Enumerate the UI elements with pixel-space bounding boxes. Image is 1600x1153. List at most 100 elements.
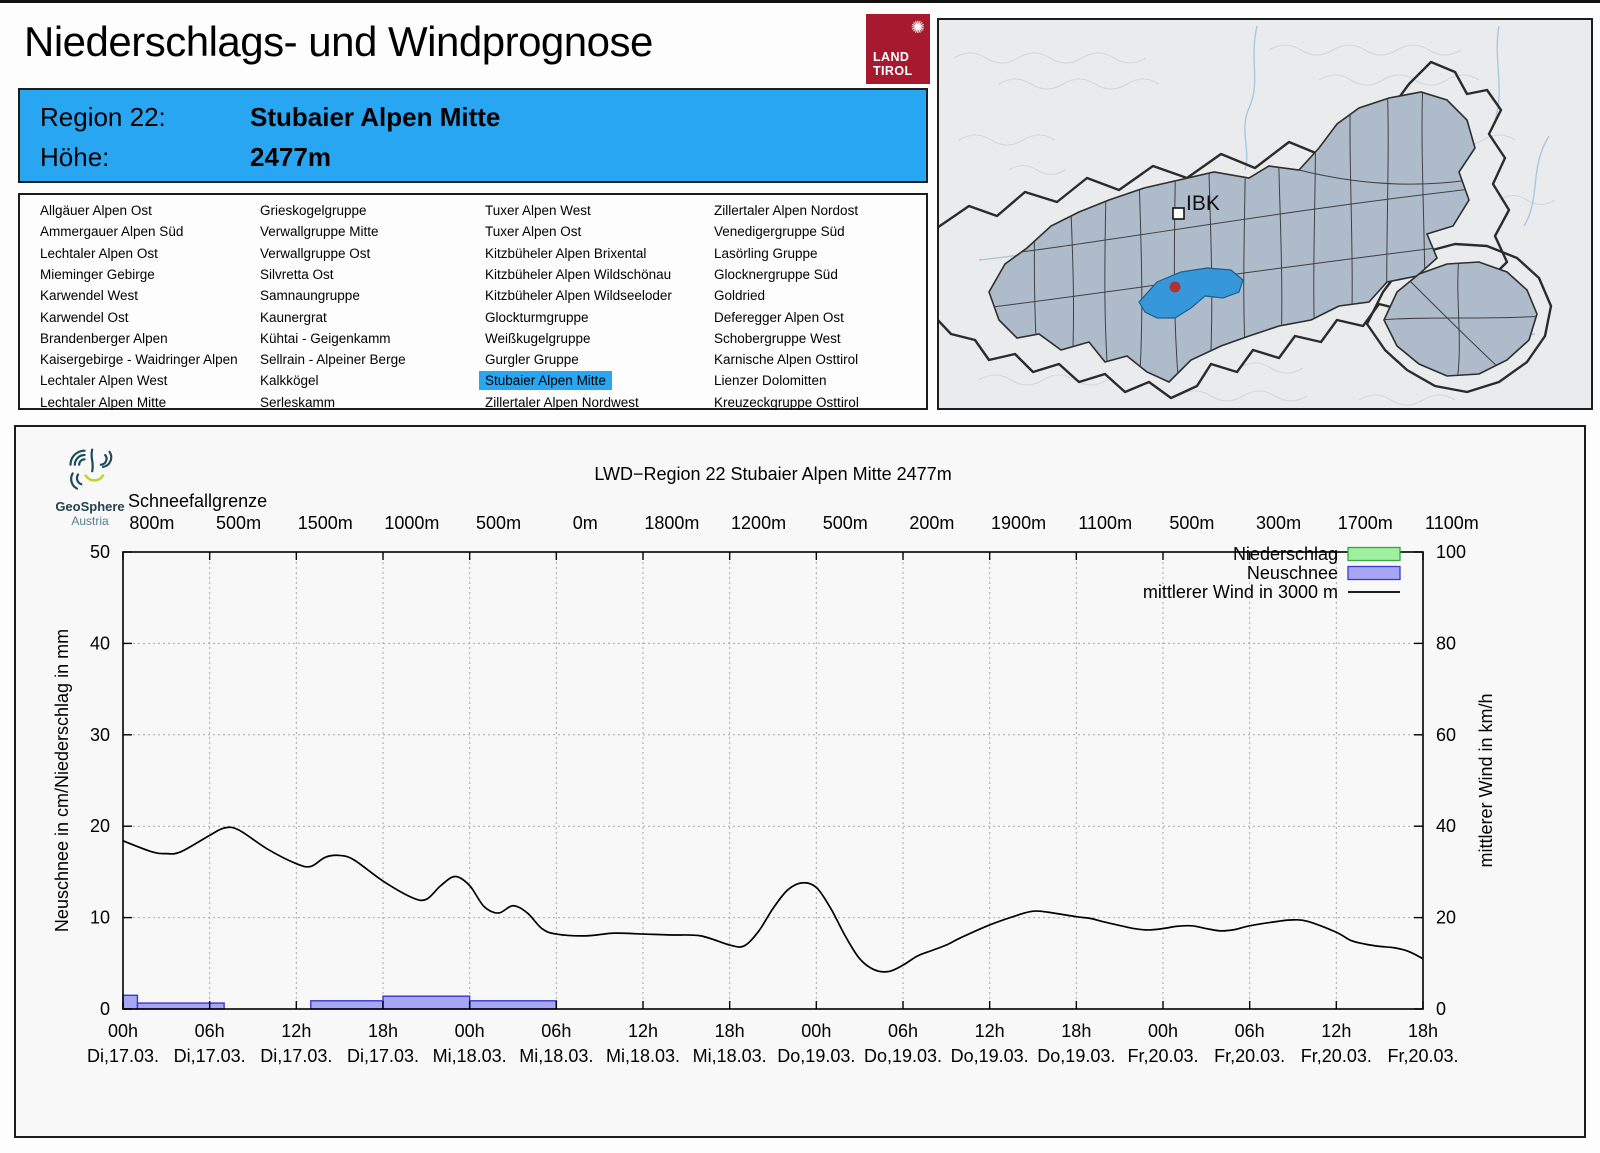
snowline-value: 1000m	[384, 513, 439, 533]
region-option[interactable]: Verwallgruppe Mitte	[260, 224, 379, 240]
x-tick-date: Fr,20.03.	[1301, 1046, 1372, 1066]
x-tick-time: 00h	[455, 1021, 485, 1041]
legend-label: Niederschlag	[1233, 544, 1338, 564]
x-tick-date: Mi,18.03.	[433, 1046, 507, 1066]
region-option[interactable]: Stubaier Alpen Mitte	[479, 371, 612, 391]
region-option[interactable]: Karwendel Ost	[40, 309, 129, 325]
x-tick-time: 18h	[1061, 1021, 1091, 1041]
altitude-value: 2477m	[250, 142, 331, 172]
y-right-tick: 80	[1436, 633, 1456, 653]
ibk-marker	[1172, 207, 1185, 220]
land-tirol-logo: ✺ LAND TIROL	[866, 14, 930, 84]
x-tick-date: Di,17.03.	[87, 1046, 159, 1066]
x-tick-date: Mi,18.03.	[693, 1046, 767, 1066]
region-option[interactable]: Lasörling Gruppe	[714, 245, 818, 261]
region-option[interactable]: Lienzer Dolomitten	[714, 373, 827, 389]
region-option[interactable]: Silvretta Ost	[260, 266, 334, 282]
region-option[interactable]: Mieminger Gebirge	[40, 266, 155, 282]
altitude-label: Höhe:	[40, 142, 110, 172]
x-tick-time: 06h	[1235, 1021, 1265, 1041]
snowline-value: 1700m	[1338, 513, 1393, 533]
region-option[interactable]: Verwallgruppe Ost	[260, 245, 371, 261]
region-option[interactable]: Gurgler Gruppe	[485, 352, 579, 368]
x-tick-date: Di,17.03.	[347, 1046, 419, 1066]
x-tick-date: Fr,20.03.	[1127, 1046, 1198, 1066]
region-option[interactable]: Glocknergruppe Süd	[714, 266, 838, 282]
chart-title: LWD−Region 22 Stubaier Alpen Mitte 2477m	[594, 464, 951, 484]
region-option[interactable]: Tuxer Alpen Ost	[485, 224, 582, 240]
snowline-value: 300m	[1256, 513, 1301, 533]
region-option[interactable]: Lechtaler Alpen Ost	[40, 245, 158, 261]
region-option[interactable]: Kaisergebirge - Waidringer Alpen	[40, 352, 238, 368]
y-left-tick: 30	[90, 725, 110, 745]
x-tick-time: 12h	[628, 1021, 658, 1041]
geosphere-brand: GeoSphere Austria	[42, 443, 138, 528]
region-option[interactable]: Deferegger Alpen Ost	[714, 309, 844, 325]
region-option[interactable]: Zillertaler Alpen Nordost	[714, 203, 859, 218]
region-option[interactable]: Kaunergrat	[260, 309, 327, 325]
region-name: Stubaier Alpen Mitte	[250, 102, 501, 132]
x-tick-date: Mi,18.03.	[519, 1046, 593, 1066]
x-tick-date: Do,19.03.	[951, 1046, 1029, 1066]
region-option[interactable]: Brandenberger Alpen	[40, 330, 168, 346]
region-option[interactable]: Ammergauer Alpen Süd	[40, 224, 184, 240]
legend-swatch	[1347, 565, 1401, 581]
y-right-tick: 0	[1436, 999, 1446, 1019]
region-option[interactable]: Schobergruppe West	[714, 330, 841, 346]
region-option[interactable]: Zillertaler Alpen Nordwest	[485, 394, 639, 410]
region-option[interactable]: Sellrain - Alpeiner Berge	[260, 352, 406, 368]
region-option[interactable]: Glockturmgruppe	[485, 309, 589, 325]
x-tick-time: 06h	[195, 1021, 225, 1041]
selected-region-shape[interactable]	[1138, 267, 1244, 319]
x-tick-time: 18h	[368, 1021, 398, 1041]
y-left-tick: 0	[100, 999, 110, 1019]
region-option[interactable]: Karnische Alpen Osttirol	[714, 352, 859, 368]
region-option[interactable]: Kühtai - Geigenkamm	[260, 330, 391, 346]
region-option[interactable]: Tuxer Alpen West	[485, 203, 591, 218]
region-option[interactable]: Samnaungruppe	[260, 288, 360, 304]
region-option[interactable]: Lechtaler Alpen Mitte	[40, 394, 167, 410]
region-option[interactable]: Kitzbüheler Alpen Brixental	[485, 245, 647, 261]
snowflake-icon: ✺	[910, 18, 925, 37]
y-left-tick: 10	[90, 908, 110, 928]
region-option[interactable]: Weißkugelgruppe	[485, 330, 591, 346]
region-option[interactable]: Kalkkögel	[260, 373, 319, 389]
geosphere-logo-icon	[69, 448, 113, 490]
region-cluster-north	[988, 91, 1476, 383]
y-right-tick: 100	[1436, 542, 1466, 562]
region-option[interactable]: Goldried	[714, 288, 766, 304]
map-svg: IBK	[939, 20, 1591, 408]
region-info-box: Region 22: Stubaier Alpen Mitte Höhe: 2477…	[18, 88, 928, 183]
tirol-region-map[interactable]: IBK	[937, 18, 1593, 410]
region-option[interactable]: Karwendel West	[40, 288, 139, 304]
region-option[interactable]: Kitzbüheler Alpen Wildschönau	[485, 266, 672, 282]
wind-line	[122, 826, 1424, 973]
region-option[interactable]: Serleskamm	[260, 394, 336, 410]
region-option[interactable]: Kitzbüheler Alpen Wildseeloder	[485, 288, 672, 304]
region-option[interactable]: Kreuzeckgruppe Osttirol	[714, 394, 859, 410]
region-option[interactable]: Grieskogelgruppe	[260, 203, 367, 218]
region-cluster-east	[1383, 261, 1538, 377]
y-left-tick: 40	[90, 633, 110, 653]
snowline-value: 200m	[909, 513, 954, 533]
x-tick-date: Do,19.03.	[864, 1046, 942, 1066]
y-left-axis-title: Neuschnee in cm/Niederschlag in mm	[52, 629, 72, 932]
geosphere-country: Austria	[71, 514, 109, 528]
region-option[interactable]: Allgäuer Alpen Ost	[40, 203, 152, 218]
station-dot	[1169, 281, 1181, 293]
x-tick-date: Di,17.03.	[260, 1046, 332, 1066]
x-tick-time: 00h	[801, 1021, 831, 1041]
x-tick-date: Di,17.03.	[174, 1046, 246, 1066]
y-right-tick: 60	[1436, 725, 1456, 745]
x-tick-time: 12h	[281, 1021, 311, 1041]
region-option[interactable]: Venedigergruppe Süd	[714, 224, 845, 240]
legend-label: mittlerer Wind in 3000 m	[1143, 582, 1338, 602]
geosphere-name: GeoSphere	[55, 499, 125, 514]
snowline-label: Schneefallgrenze	[128, 491, 267, 511]
x-tick-date: Do,19.03.	[1037, 1046, 1115, 1066]
snowline-value: 500m	[1169, 513, 1214, 533]
x-tick-date: Mi,18.03.	[606, 1046, 680, 1066]
region-option[interactable]: Lechtaler Alpen West	[40, 373, 168, 389]
terrain-ridges	[953, 44, 1556, 406]
